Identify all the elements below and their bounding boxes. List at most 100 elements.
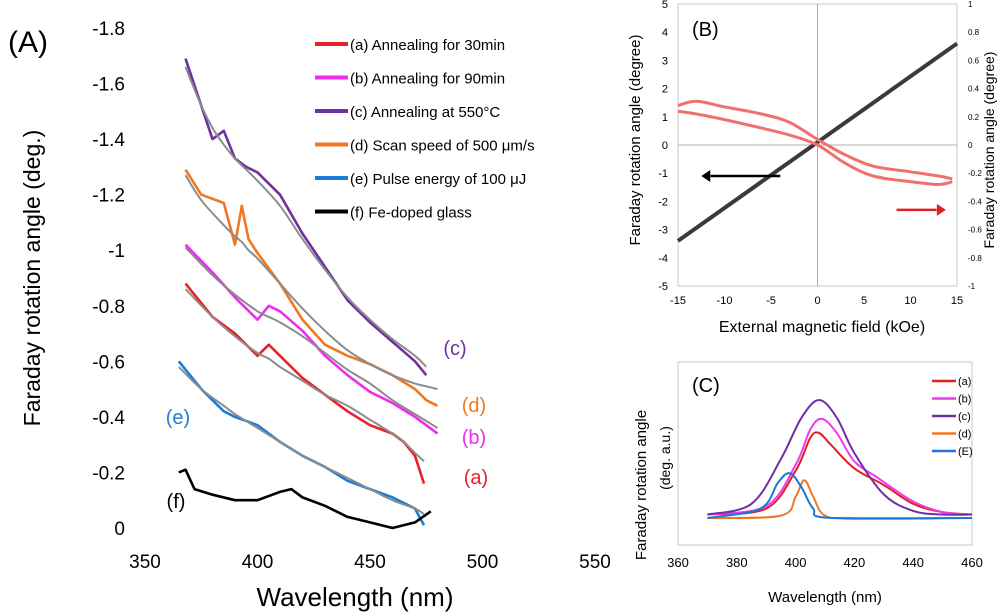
panel-a-series-label: (f): [167, 491, 186, 513]
panel-b-x-tick-label: -5: [766, 295, 776, 307]
panel-c-legend-label: (c): [958, 411, 971, 423]
panel-b-x-tick-label: 0: [814, 295, 820, 307]
panel-a-legend-label: (b) Annealing for 90min: [350, 71, 505, 88]
panel-a-y-tick-label: 0: [114, 519, 125, 540]
panel-b-y-tick-label: 5: [662, 0, 668, 11]
panel-c-frame: [677, 361, 973, 546]
panel-b-y-tick-label: -2: [658, 196, 668, 208]
panel-b-y-tick-label: -4: [658, 253, 668, 265]
panel-c-letter: (C): [692, 375, 720, 397]
panel-a-x-axis-label: Wavelength (nm): [257, 582, 454, 612]
panel-b-x-tick-label: 10: [904, 295, 916, 307]
panel-c-series-line: [707, 399, 973, 516]
panel-c-legend-label: (b): [958, 394, 971, 406]
panel-a-y-tick-label: -0.6: [92, 352, 125, 373]
panel-a-legend-label: (e) Pulse energy of 100 μJ: [350, 171, 526, 188]
panel-b-series-line: [676, 41, 959, 243]
panel-a-x-tick-label: 400: [242, 552, 274, 573]
panel-b-series-line: [677, 99, 953, 181]
panel-c-x-tick-label: 460: [961, 555, 983, 570]
panel-c-chart: 360 380 400 420 440 460 Wavelength (nm) Faraday…: [633, 361, 983, 606]
panel-c-x-tick-label: 360: [667, 555, 689, 570]
panel-b-x-tick-label: -10: [717, 295, 733, 307]
panel-a-fit-line: [178, 366, 425, 515]
panel-b-letter: (B): [692, 19, 719, 41]
panel-b-y-tick-label: 4: [662, 27, 668, 39]
panel-a-y-axis-label: Faraday rotation angle (deg.): [19, 130, 45, 427]
panel-a-y-tick-label: -1.6: [92, 75, 125, 96]
panel-a-legend-label: (c) Annealing at 550°C: [350, 104, 500, 121]
panel-c-x-tick-label: 380: [726, 555, 748, 570]
panel-b-y-tick-label: 3: [662, 55, 668, 67]
panel-a-fit-line: [184, 246, 439, 429]
panel-c-x-tick-label: 440: [902, 555, 924, 570]
panel-b-y-tick-label: -5: [658, 281, 668, 293]
panel-c-series-line: [707, 431, 973, 516]
panel-c-legend-label: (a): [958, 376, 971, 388]
panel-c-legend-label: (d): [958, 429, 971, 441]
panel-b-y-tick-label: -1: [658, 168, 668, 180]
panel-b-y2-tick-label: -0.6: [968, 226, 982, 235]
panel-a-series-label: (e): [166, 407, 190, 429]
panel-b-y2-tick-label: 0.4: [968, 85, 980, 94]
panel-b-y2-tick-label: -1: [968, 282, 976, 291]
panel-a-legend-label: (a) Annealing for 30min: [350, 37, 505, 54]
panel-a-chart: (A) -1.8 -1.6 -1.4 -1.2 -1 -0.8 -0.6 -0.4 -0.2 035…: [8, 19, 611, 612]
panel-a-legend-label: (d) Scan speed of 500 μm/s: [350, 138, 535, 155]
panel-c-x-tick-label: 420: [844, 555, 866, 570]
panel-b-x-tick-label: 15: [951, 295, 963, 307]
panel-a-x-tick-label: 500: [467, 552, 499, 573]
panel-c-series-line: [707, 472, 973, 520]
panel-a-x-tick-label: 550: [579, 552, 611, 573]
panel-a-series-line: [184, 282, 426, 485]
panel-a-fit-line: [184, 174, 438, 391]
panel-c-y-axis-label: Faraday rotation angle: [633, 410, 650, 560]
panel-b-chart: 543210-1-2-3-4-510.80.60.40.20-0.2-0.4-0…: [627, 0, 997, 336]
panel-a-y-tick-label: -1.4: [92, 130, 125, 151]
panel-b-y2-tick-label: -0.8: [968, 254, 982, 263]
panel-a-series-line: [184, 58, 428, 377]
panel-a-fit-line: [184, 66, 428, 368]
panel-b-y-tick-label: 2: [662, 84, 668, 96]
panel-a-y-tick-label: -0.4: [92, 408, 125, 429]
panel-c-y-axis-label-units: (deg. a.u.): [657, 426, 673, 490]
panel-b-y2-tick-label: 0.8: [968, 28, 980, 37]
panel-a-y-tick-label: -1.8: [92, 19, 125, 40]
panel-b-y-tick-label: 0: [662, 140, 668, 152]
panel-a-series-label: (d): [462, 395, 486, 417]
panel-b-arrowhead-red: [936, 203, 946, 216]
panel-a-fit-line: [184, 288, 425, 463]
panel-b-x-axis-label: External magnetic field (kOe): [719, 319, 925, 336]
panel-a-series-line: [177, 360, 426, 526]
panel-b-y2-axis-label: Faraday rotation angle (degree): [981, 52, 997, 249]
panel-a-legend-label: (f) Fe-doped glass: [350, 205, 472, 222]
panel-a-series-line: [178, 468, 432, 530]
panel-c-x-axis-label: Wavelength (nm): [768, 589, 882, 606]
panel-a-series-label: (c): [443, 338, 466, 360]
panel-a-y-tick-label: -0.2: [92, 463, 125, 484]
panel-a-y-tick-label: -1.2: [92, 186, 125, 207]
panel-a-series-line: [184, 243, 439, 435]
panel-b-y-axis-label: Faraday rotation angle (degree): [627, 35, 644, 246]
panel-b-y2-tick-label: 0.2: [968, 113, 980, 122]
panel-a-series-line: [184, 169, 439, 407]
panel-b-y2-tick-label: -0.4: [968, 197, 982, 206]
panel-b-series-line: [677, 109, 953, 186]
panel-a-y-tick-label: -1: [108, 241, 125, 262]
panel-b-y-tick-label: 1: [662, 112, 668, 124]
panel-a-y-tick-label: -0.8: [92, 297, 125, 318]
panel-b-y2-tick-label: -0.2: [968, 169, 982, 178]
panel-a-letter: (A): [8, 26, 48, 59]
panel-c-series-line: [707, 417, 973, 516]
panel-b-y2-tick-label: 0: [968, 141, 973, 150]
panel-a-series-label: (a): [464, 467, 488, 489]
panel-a-x-tick-label: 450: [354, 552, 386, 573]
panel-b-x-tick-label: 5: [861, 295, 867, 307]
panel-b-x-tick-label: -15: [670, 295, 686, 307]
panel-b-y2-tick-label: 0.6: [968, 56, 980, 65]
panel-c-legend-label: (E): [958, 446, 973, 458]
panel-c-x-tick-label: 400: [785, 555, 807, 570]
panel-a-series-label: (b): [462, 427, 486, 449]
